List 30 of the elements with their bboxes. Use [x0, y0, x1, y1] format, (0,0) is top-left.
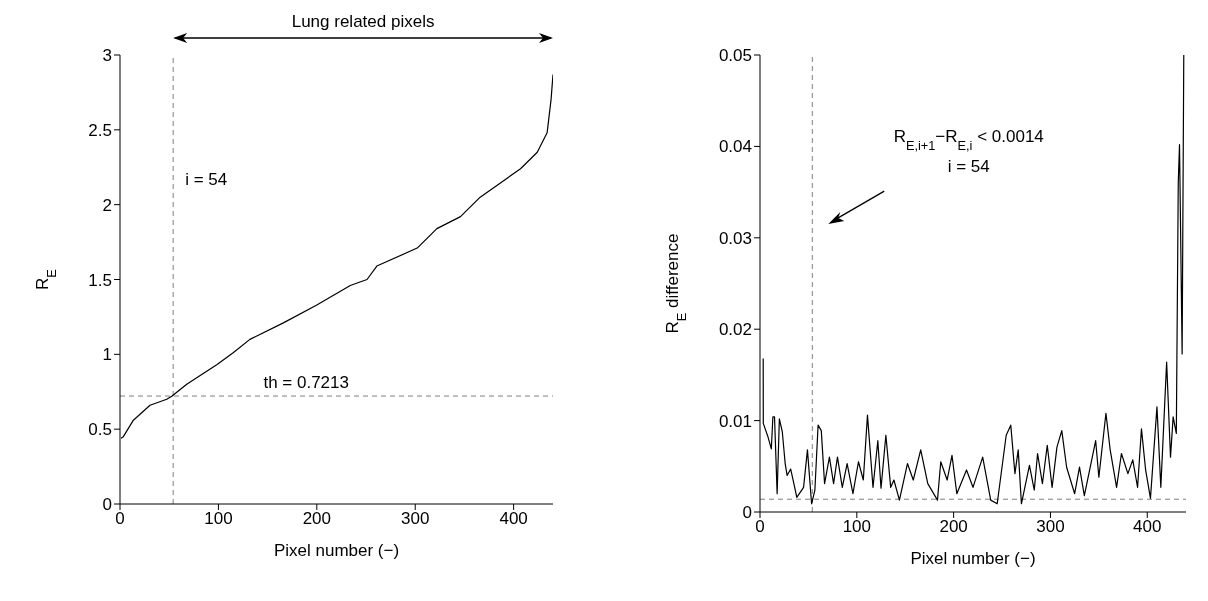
x-tick-label: 300 [1036, 517, 1065, 537]
y-tick-label: 2 [102, 195, 112, 215]
x-tick-label: 300 [401, 509, 430, 529]
y-tick-label: 3 [102, 46, 112, 66]
y-tick-label: 1 [102, 345, 112, 365]
x-tick-label: 200 [302, 509, 332, 529]
ref-line-label: th = 0.7213 [263, 373, 349, 393]
ref-line-label: i = 54 [185, 170, 228, 190]
x-tick-label: 100 [204, 509, 233, 529]
y-tick-label: 2.5 [88, 120, 112, 140]
x-tick-label: 100 [842, 517, 872, 537]
y-tick-label: 0.03 [718, 228, 752, 248]
x-tick-label: 400 [1133, 517, 1162, 537]
y-tick-label: 0.04 [718, 137, 752, 157]
y-tick-label: 0 [102, 495, 112, 515]
y-tick-label: 0.5 [88, 420, 112, 440]
x-tick-label: 0 [115, 509, 125, 529]
line-series [762, 55, 1185, 505]
annotation: i = 54 [947, 156, 990, 176]
x-tick-label: 200 [939, 517, 968, 537]
y-tick-label: 0.01 [718, 411, 752, 431]
x-tick-label: 0 [755, 517, 765, 537]
annotation: R$_{E,i+1}$−R$_{E,i}$ < 0.0014 [893, 126, 1044, 153]
x-axis-title: Pixel number (−) [273, 541, 400, 560]
y-tick-label: 0.02 [718, 320, 752, 340]
y-tick-label: 1.5 [88, 270, 112, 290]
text: Lung related pixels [291, 12, 435, 31]
y-tick-label: 0.05 [718, 46, 752, 66]
x-axis-title: Pixel number (−) [910, 549, 1036, 568]
x-tick-label: 400 [499, 509, 528, 529]
